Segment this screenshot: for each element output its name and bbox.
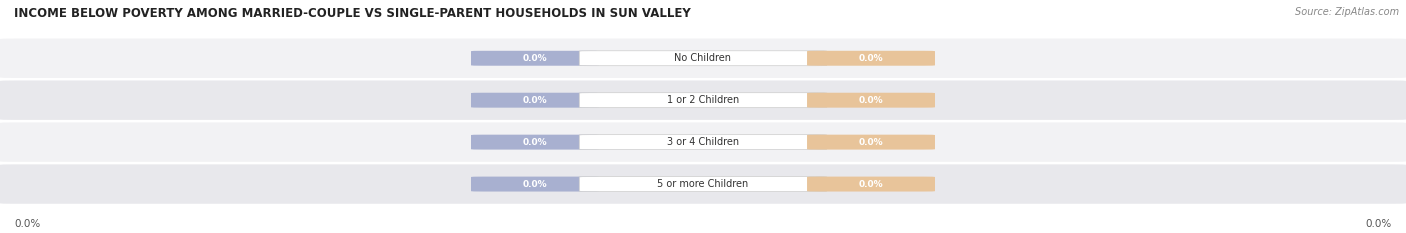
Text: No Children: No Children	[675, 53, 731, 63]
FancyBboxPatch shape	[579, 135, 827, 150]
Text: 0.0%: 0.0%	[523, 54, 547, 63]
Text: Source: ZipAtlas.com: Source: ZipAtlas.com	[1295, 7, 1399, 17]
FancyBboxPatch shape	[579, 93, 827, 108]
FancyBboxPatch shape	[807, 51, 935, 66]
FancyBboxPatch shape	[0, 80, 1406, 120]
Text: 0.0%: 0.0%	[1365, 219, 1392, 229]
Text: 1 or 2 Children: 1 or 2 Children	[666, 95, 740, 105]
FancyBboxPatch shape	[471, 51, 599, 66]
Text: 0.0%: 0.0%	[14, 219, 41, 229]
Text: 0.0%: 0.0%	[523, 96, 547, 105]
FancyBboxPatch shape	[0, 122, 1406, 162]
Text: 5 or more Children: 5 or more Children	[658, 179, 748, 189]
FancyBboxPatch shape	[471, 135, 599, 150]
FancyBboxPatch shape	[0, 38, 1406, 78]
Text: 0.0%: 0.0%	[523, 138, 547, 147]
Text: 0.0%: 0.0%	[859, 180, 883, 188]
Text: 0.0%: 0.0%	[859, 96, 883, 105]
Text: 0.0%: 0.0%	[523, 180, 547, 188]
Text: INCOME BELOW POVERTY AMONG MARRIED-COUPLE VS SINGLE-PARENT HOUSEHOLDS IN SUN VAL: INCOME BELOW POVERTY AMONG MARRIED-COUPL…	[14, 7, 690, 20]
FancyBboxPatch shape	[471, 177, 599, 192]
FancyBboxPatch shape	[807, 177, 935, 192]
Text: 0.0%: 0.0%	[859, 54, 883, 63]
Text: 3 or 4 Children: 3 or 4 Children	[666, 137, 740, 147]
FancyBboxPatch shape	[807, 93, 935, 108]
FancyBboxPatch shape	[579, 177, 827, 192]
FancyBboxPatch shape	[807, 135, 935, 150]
Text: 0.0%: 0.0%	[859, 138, 883, 147]
FancyBboxPatch shape	[471, 93, 599, 108]
FancyBboxPatch shape	[579, 51, 827, 66]
FancyBboxPatch shape	[0, 164, 1406, 204]
